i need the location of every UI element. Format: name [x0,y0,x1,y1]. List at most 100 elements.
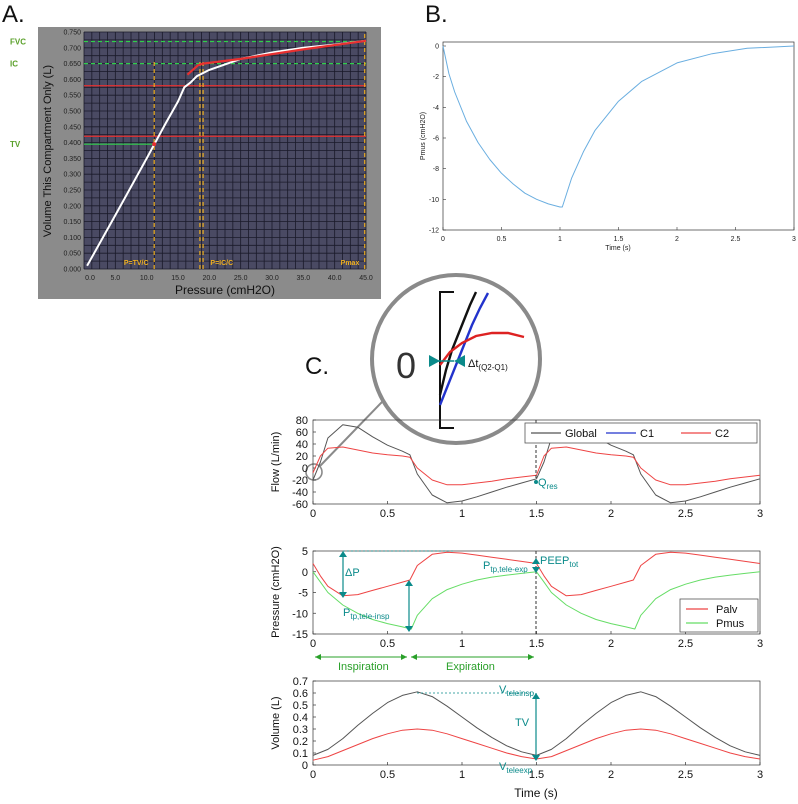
teleexp-label: Vteleexp [499,761,533,775]
deltap-arrow-down [339,592,347,598]
y-tick-label: 0.150 [63,219,81,226]
marker-label: Pmax [341,260,360,267]
y-tick-label: 0.450 [63,124,81,131]
x-tick-label: 0.5 [497,236,507,243]
side-label-ic: IC [10,60,18,69]
expiration-arrow-right [528,654,534,660]
panel-a-y-label: Volume This Compartment Only (L) [42,65,54,237]
zoom-c2-trace [439,331,525,366]
y-tick-label: 0.5 [293,700,308,712]
x-tick-label: 3 [757,769,763,781]
peep-main: PEEP [540,555,569,567]
y-tick-label: 0.100 [63,235,81,242]
pressure-annotations: ΔP Ptp,tele-insp Ptp,tele-exp PEEPtot [339,550,579,634]
volume-ticks: 0 0.5 1 1.5 2 2.5 30.70.60.50.40.30.20.10 [293,676,763,781]
ptp-insp-arrow-up [405,580,413,586]
x-tick-label: 1 [459,769,465,781]
series-global [312,424,761,504]
y-tick-label: 20 [296,451,308,463]
x-tick-label: 1 [459,638,465,650]
teleinsp-main: V [499,684,507,696]
teleexp-sub: teleexp [506,766,532,775]
ptp-exp-sub: tp,tele-exp [490,565,528,574]
zoom-connector [319,401,383,467]
zoom-global-trace [438,291,478,396]
x-tick-label: 1.5 [614,236,624,243]
x-tick-label: 2 [675,236,679,243]
zoom-bracket [439,291,454,429]
zoom-zero-label: 0 [396,345,416,386]
x-tick-label: 1.5 [529,769,544,781]
panel-a-series [86,39,367,267]
series-tidal-path [186,39,367,76]
y-tick-label: 0.050 [63,251,81,258]
y-tick-label: 5 [302,546,308,558]
pressure-legend-box [679,598,759,633]
teleinsp-label: Vteleinsp [499,684,534,698]
x-tick-label: 0 [310,638,316,650]
pressure-y-label: Pressure (cmH2O) [270,546,282,638]
panel-b-series [442,45,795,208]
legend-global-label: Global [565,428,597,440]
peep-sub: tot [569,560,579,569]
x-tick-label: 15.0 [171,275,185,282]
x-tick-label: 5.0 [110,275,120,282]
y-tick-label: 0.2 [293,736,308,748]
panel-a-y-ticks: 0.000 0.050 0.100 0.150 0.200 0.250 0.300 0.350… [63,30,81,274]
ptp-exp-main: P [483,560,490,572]
inspiration-label: Inspiration [338,661,389,673]
panel-b-plot-area [442,41,795,231]
pressure-legend: Palv Pmus [679,598,759,633]
panel-b-x-label: Time (s) [605,245,630,252]
x-tick-label: 0.5 [380,508,395,520]
peep-label: PEEPtot [540,555,579,569]
ptp-insp-main: P [343,607,350,619]
x-tick-label: 0.5 [380,638,395,650]
x-tick-label: 10.0 [140,275,154,282]
legend-palv-label: Palv [716,604,738,616]
x-tick-label: 25.0 [234,275,248,282]
x-tick-label: 3 [757,638,763,650]
side-label-tv: TV [10,140,21,149]
qres-sub: res [547,482,558,491]
flow-legend: Global C1 C2 [524,422,758,444]
zoom-delta-text: Δt(Q2-Q1) [468,358,508,372]
zoom-delta-main: Δt [468,358,478,370]
panel-a-x-label: Pressure (cmH2O) [175,283,275,297]
y-tick-label: 0.750 [63,30,81,37]
volume-annotations: Vteleinsp TV Vteleexp [417,684,540,775]
qres-label: Qres [538,477,558,491]
y-tick-label: 0.700 [63,45,81,52]
y-tick-label: -60 [292,499,308,511]
y-tick-label: -40 [292,487,308,499]
y-tick-label: 0.7 [293,676,308,688]
deltap-arrow-up [339,551,347,557]
x-tick-label: 0.5 [380,769,395,781]
panel-b-letter: B. [425,1,448,28]
zoom-circle [370,273,542,445]
volume-x-label: Time (s) [514,786,558,800]
ptp-insp-label: Ptp,tele-insp [343,607,390,621]
expiration-arrow-left [411,654,417,660]
y-tick-label: 0.400 [63,140,81,147]
y-tick-label: 0.650 [63,61,81,68]
inspiration-arrow-left [315,654,321,660]
inspiration-arrow-right [401,654,407,660]
zoom-inset: 0 Δt(Q2-Q1) [305,273,542,481]
y-tick-label: 0.6 [293,688,308,700]
y-tick-label: 60 [296,427,308,439]
legend-c1-label: C1 [640,428,654,440]
side-label-fvc: FVC [10,37,26,46]
x-tick-label: 45.0 [359,275,373,282]
teleinsp-sub: teleinsp [506,689,534,698]
panel-a-marker-labels: P=TV/C P=IC/C Pmax [124,260,360,267]
y-tick-label: 0.3 [293,724,308,736]
x-tick-label: 1.5 [529,638,544,650]
y-tick-label: -2 [433,74,439,81]
panel-a-x-ticks: 0.0 5.0 10.0 15.0 20.0 25.0 30.0 35.0 40.0 45.0 [85,275,373,282]
peep-arrow-up [532,558,540,564]
panel-b-y-label: Pmus (cmH2O) [420,112,427,160]
tv-label: TV [515,717,530,729]
